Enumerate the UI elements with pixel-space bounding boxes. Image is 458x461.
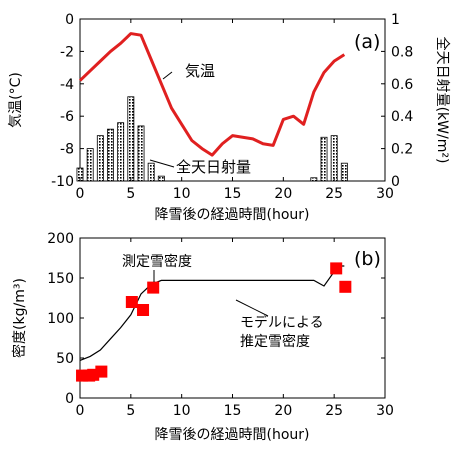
- y-tick-label: -4: [60, 77, 74, 93]
- y-tick-label-right: 0.2: [391, 142, 413, 158]
- measured-point: [330, 262, 343, 275]
- radiation-bar: [96, 135, 104, 182]
- panel-a-temperature-line: [78, 32, 346, 157]
- panel-a-x-axis-label: 降雪後の経過時間(hour): [155, 207, 310, 223]
- y-tick-label-right: 0: [391, 174, 400, 190]
- y-tick-label: -8: [60, 142, 74, 158]
- x-tick-label: 5: [126, 403, 135, 419]
- panel-a-frame: [79, 18, 386, 182]
- y-tick-label: -6: [60, 109, 74, 125]
- x-tick-label: 10: [173, 186, 191, 202]
- x-tick-label: 10: [173, 403, 191, 419]
- model-callout-line: [235, 299, 269, 317]
- panel-b-measured-points: [76, 262, 352, 382]
- x-tick-label: 25: [325, 403, 343, 419]
- panel-b-x-axis-label: 降雪後の経過時間(hour): [155, 427, 310, 443]
- measured-point: [95, 365, 108, 378]
- panel-b-y-axis-label: 密度(kg/m³): [11, 278, 28, 358]
- x-tick-label: 30: [376, 403, 394, 419]
- y-tick-label-right: 0.6: [391, 77, 413, 93]
- panel-a: 0 5 10 15 20 25 30 -10 -8 -6 -4 -2 0 0 0.2 0.4 0.6 0.8 1…: [8, 12, 451, 223]
- x-tick-label: 20: [274, 186, 292, 202]
- radiation-bar: [86, 148, 94, 182]
- y-tick-label: 0: [65, 12, 74, 28]
- radiation-bar: [117, 122, 125, 182]
- y-tick-label: 100: [47, 311, 74, 327]
- radiation-annotation: 全天日射量: [176, 158, 251, 176]
- y-tick-label: 0: [65, 391, 74, 407]
- radiation-bar: [157, 175, 165, 182]
- radiation-callout-line: [149, 159, 175, 168]
- x-tick-label: 5: [126, 186, 135, 202]
- model-annotation-line2: 推定雪密度: [240, 333, 310, 350]
- radiation-bar: [127, 96, 135, 182]
- temperature-callout-line: [162, 71, 173, 80]
- y-tick-label: -2: [60, 44, 74, 60]
- radiation-bar: [147, 162, 155, 182]
- panel-a-right-ticks: 0 0.2 0.4 0.6 0.8 1: [381, 12, 413, 190]
- measured-annotation: 測定雪密度: [122, 253, 192, 270]
- radiation-bar: [107, 128, 114, 182]
- panel-a-left-ticks: -10 -8 -6 -4 -2 0: [51, 12, 84, 190]
- panel-a-x-ticks: 0 5 10 15 20 25 30: [76, 19, 394, 202]
- y-tick-label: 200: [47, 231, 74, 247]
- y-tick-label: 50: [56, 351, 74, 367]
- radiation-bar: [320, 136, 328, 182]
- measured-point: [339, 280, 352, 293]
- x-tick-label: 0: [76, 403, 85, 419]
- x-tick-label: 20: [274, 403, 292, 419]
- x-tick-label: 30: [376, 186, 394, 202]
- panel-a-y-axis-label-right: 全天日射量(kW/m²): [434, 37, 451, 164]
- y-tick-label-right: 0.8: [391, 44, 413, 60]
- x-tick-label: 0: [76, 186, 85, 202]
- panel-b: 0 5 10 15 20 25 30 0 50 100 150 200 (b) 測定雪密度 モデルに…: [11, 231, 394, 443]
- measured-point: [137, 304, 150, 316]
- x-tick-label: 15: [224, 403, 242, 419]
- y-tick-label-right: 0.4: [391, 109, 413, 125]
- y-tick-label: 150: [47, 271, 74, 287]
- model-annotation-line1: モデルによる: [240, 314, 324, 331]
- panel-b-label: (b): [354, 248, 381, 270]
- x-tick-label: 15: [224, 186, 242, 202]
- panel-b-x-ticks: 0 5 10 15 20 25 30: [76, 238, 394, 419]
- panel-b-model-line: [79, 265, 345, 361]
- radiation-bar: [310, 177, 318, 182]
- measured-point: [125, 296, 138, 308]
- y-tick-label-right: 1: [391, 12, 400, 28]
- temperature-annotation: 気温: [185, 62, 215, 80]
- y-tick-label: -10: [51, 174, 74, 190]
- panel-b-y-ticks: 0 50 100 150 200: [47, 231, 385, 407]
- panel-a-radiation-bars: [76, 96, 348, 182]
- x-tick-label: 25: [325, 186, 343, 202]
- panel-a-y-axis-label-left: 気温(°C): [8, 72, 24, 128]
- radiation-bar: [137, 125, 145, 182]
- measured-point: [147, 281, 160, 294]
- radiation-bar: [340, 162, 348, 182]
- panel-a-label: (a): [354, 31, 380, 53]
- radiation-bar: [330, 135, 338, 182]
